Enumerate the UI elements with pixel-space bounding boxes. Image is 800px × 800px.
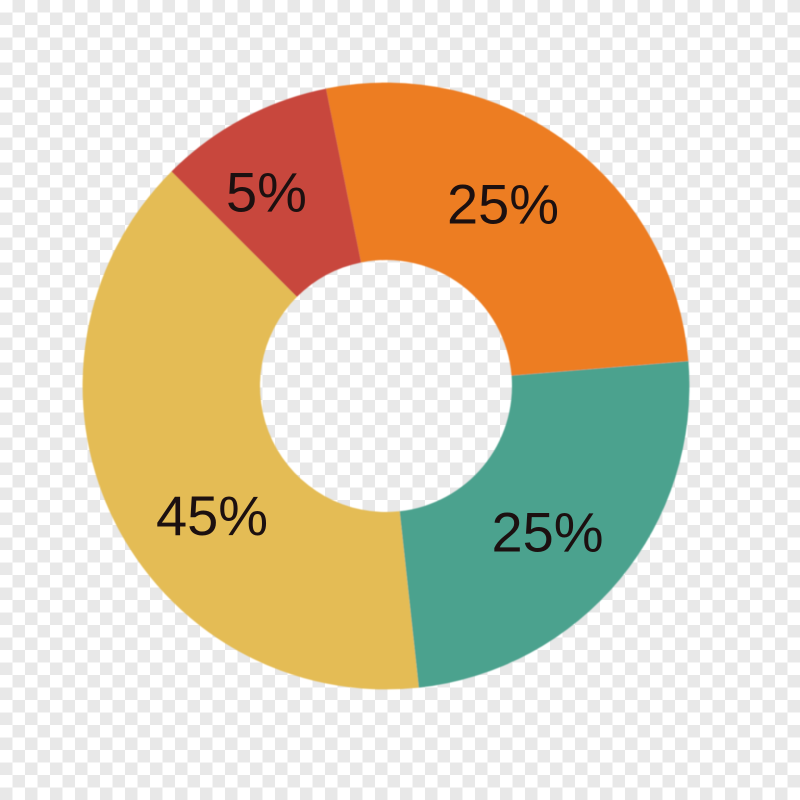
svg-text:45%: 45%: [156, 484, 268, 547]
svg-text:25%: 25%: [447, 173, 559, 236]
svg-text:25%: 25%: [491, 501, 603, 564]
svg-text:5%: 5%: [226, 161, 307, 224]
